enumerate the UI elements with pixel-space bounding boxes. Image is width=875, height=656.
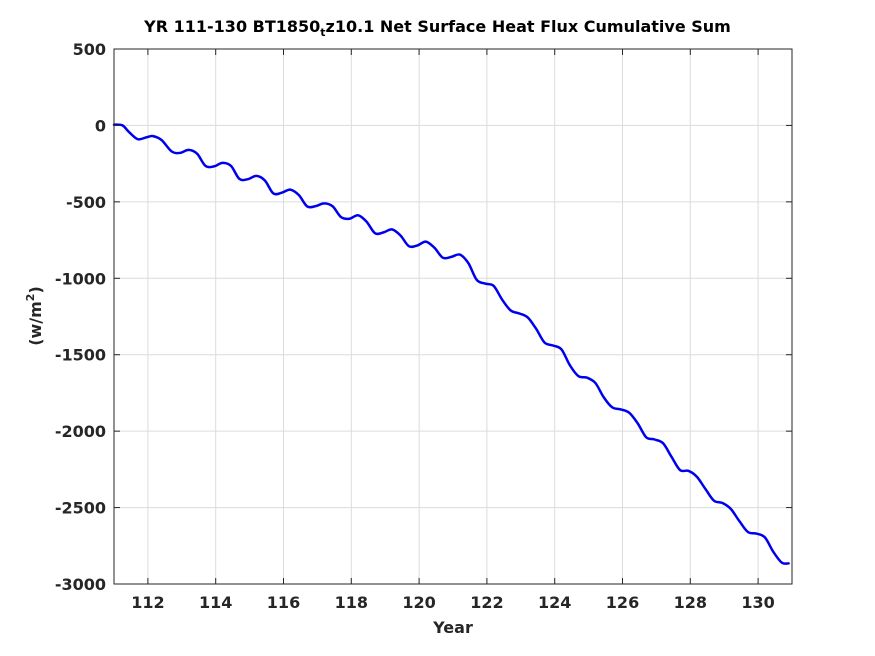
ticks: 112 114 116 118 120 122 124 126 128 130 500 0 -500 -1… — [55, 40, 792, 612]
x-tick-label: 122 — [470, 593, 503, 612]
y-tick-label: -3000 — [55, 575, 106, 594]
title-text-rest: z10.1 Net Surface Heat Flux Cumulative S… — [325, 17, 731, 36]
x-tick-label: 112 — [131, 593, 164, 612]
x-tick-label: 118 — [335, 593, 368, 612]
y-axis-label-base: (w/m — [26, 301, 45, 346]
x-tick-label: 130 — [741, 593, 774, 612]
x-tick-label: 126 — [606, 593, 639, 612]
y-tick-label: 500 — [73, 40, 106, 59]
series-line — [112, 123, 790, 565]
x-axis-label: Year — [432, 618, 473, 637]
y-axis-label-close: ) — [26, 286, 45, 293]
x-tick-label: 116 — [267, 593, 300, 612]
y-tick-label: -2000 — [55, 422, 106, 441]
y-tick-label: -2500 — [55, 499, 106, 518]
series-layer — [112, 123, 790, 565]
y-tick-label: -1000 — [55, 269, 106, 288]
x-tick-label: 128 — [674, 593, 707, 612]
chart-title: YR 111-130 BT1850tz10.1 Net Surface Heat… — [0, 17, 875, 39]
y-axis-label: (w/m2) — [24, 286, 45, 346]
y-tick-label: -500 — [66, 193, 106, 212]
x-tick-label: 120 — [402, 593, 435, 612]
title-subscript: t — [320, 26, 326, 39]
y-tick-label: -1500 — [55, 346, 106, 365]
title-text: YR 111-130 BT1850 — [144, 17, 321, 36]
y-axis-label-superscript: 2 — [24, 294, 37, 302]
x-tick-label: 124 — [538, 593, 571, 612]
plot-area — [114, 49, 792, 584]
y-tick-label: 0 — [95, 116, 106, 135]
plot-border — [113, 48, 793, 585]
x-tick-label: 114 — [199, 593, 232, 612]
